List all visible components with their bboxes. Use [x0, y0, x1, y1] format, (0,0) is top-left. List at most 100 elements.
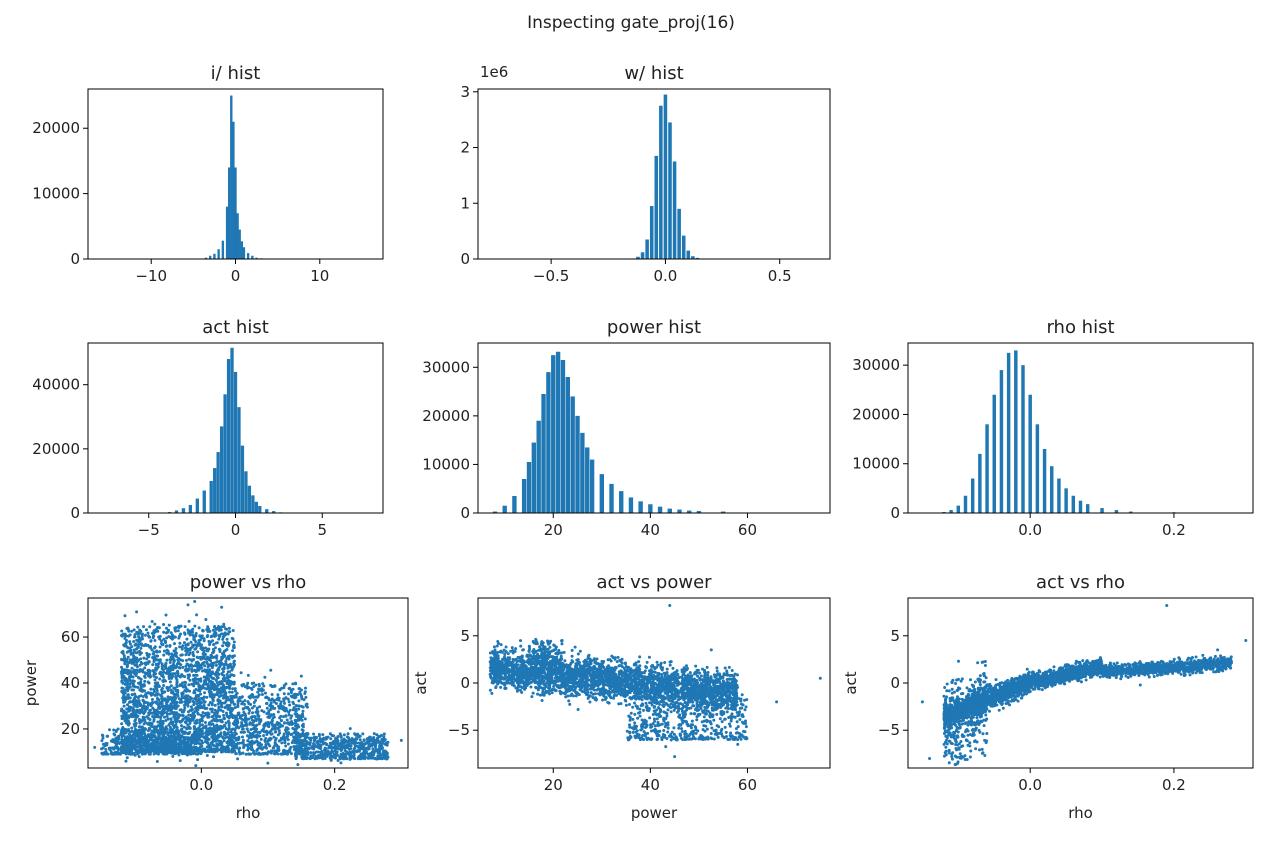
power-vs-rho-point — [144, 737, 148, 741]
power-hist-bar — [512, 496, 517, 513]
w-hist-marks — [631, 94, 700, 259]
power-vs-rho-point — [155, 676, 159, 680]
power-vs-rho-point — [146, 631, 150, 635]
power-vs-rho-point — [139, 629, 143, 633]
power-vs-rho-point — [194, 681, 198, 685]
power-vs-rho-point — [208, 726, 212, 730]
power-vs-rho-point — [240, 727, 244, 731]
power-vs-rho-point — [141, 698, 145, 702]
power-vs-rho-point — [326, 750, 330, 754]
power-hist-bar — [677, 509, 682, 513]
power-vs-rho-point — [165, 685, 169, 689]
power-vs-rho-point — [264, 736, 268, 740]
power-vs-rho-point — [234, 718, 238, 722]
power-vs-rho-point — [194, 752, 198, 756]
power-vs-rho-point — [128, 696, 132, 700]
power-vs-rho-point — [339, 748, 343, 752]
power-vs-rho-point — [191, 650, 195, 654]
power-vs-rho-point — [120, 727, 124, 731]
power-vs-rho-point — [226, 731, 230, 735]
power-vs-rho-point — [309, 751, 313, 755]
act-vs-power-point — [643, 669, 647, 673]
power-vs-rho-point — [175, 730, 179, 734]
act-hist-bar — [195, 498, 199, 513]
power-vs-rho-point — [184, 646, 188, 650]
power-vs-rho-point — [266, 761, 270, 765]
power-vs-rho-point — [178, 675, 182, 679]
power-vs-rho-point — [126, 693, 130, 697]
power-vs-rho-point — [152, 710, 156, 714]
power-vs-rho-point — [370, 737, 374, 741]
power-vs-rho-point — [156, 692, 160, 696]
power-vs-rho-point — [166, 706, 170, 710]
power-vs-rho-point — [187, 653, 191, 657]
power-vs-rho-point — [203, 681, 207, 685]
power-vs-rho-point — [287, 710, 291, 714]
power-vs-rho-point — [188, 736, 192, 740]
power-vs-rho-point — [174, 666, 178, 670]
power-vs-rho-point — [225, 735, 229, 739]
power-vs-rho-point — [181, 681, 185, 685]
power-vs-rho-point — [367, 754, 371, 758]
power-vs-rho-point — [225, 713, 229, 717]
power-vs-rho-point — [185, 749, 189, 753]
power-vs-rho-point — [224, 685, 228, 689]
power-vs-rho-point — [277, 729, 281, 733]
power-vs-rho-point — [377, 734, 381, 738]
power-vs-rho-point — [152, 752, 156, 756]
power-vs-rho-point — [333, 747, 337, 751]
power-vs-rho-point — [120, 674, 124, 678]
power-vs-rho-point — [359, 757, 363, 761]
power-vs-rho-point — [185, 668, 189, 672]
power-vs-rho-point — [136, 751, 140, 755]
power-vs-rho-point — [197, 641, 201, 645]
power-vs-rho-point — [120, 667, 124, 671]
power-vs-rho-point — [107, 746, 111, 750]
power-vs-rho-point — [368, 752, 372, 756]
power-vs-rho-point — [293, 741, 297, 745]
power-vs-rho-point — [339, 761, 343, 765]
power-vs-rho-point — [158, 658, 162, 662]
power-vs-rho-point — [136, 699, 140, 703]
power-vs-rho-point — [139, 743, 143, 747]
power-vs-rho-point — [139, 660, 143, 664]
power-vs-rho-point — [143, 679, 147, 683]
power-vs-rho-point — [132, 671, 136, 675]
power-vs-rho-point — [123, 691, 127, 695]
power-vs-rho-point — [175, 745, 179, 749]
power-vs-rho-point — [137, 755, 141, 759]
power-vs-rho-point — [324, 748, 328, 752]
power-vs-rho-point — [133, 657, 137, 661]
power-vs-rho-point — [142, 625, 146, 629]
power-vs-rho-point — [240, 735, 244, 739]
power-vs-rho-point — [202, 703, 206, 707]
power-vs-rho-point — [195, 705, 199, 709]
power-vs-rho-point — [256, 712, 260, 716]
power-vs-rho-point — [282, 692, 286, 696]
rho-hist-bar — [1028, 394, 1032, 513]
power-vs-rho-point — [290, 719, 294, 723]
rho-hist-xtick-label: 0.2 — [1162, 521, 1186, 539]
power-vs-rho-point — [144, 628, 148, 632]
power-vs-rho-point — [125, 660, 129, 664]
power-vs-rho-point — [208, 656, 212, 660]
power-vs-rho-point — [148, 711, 152, 715]
power-vs-rho-point — [114, 745, 118, 749]
power-vs-rho-point — [319, 740, 323, 744]
i-hist-xtick-label: 10 — [310, 267, 329, 285]
power-vs-rho-point — [290, 722, 294, 726]
power-vs-rho-point — [125, 664, 129, 668]
power-vs-rho-point — [232, 680, 236, 684]
power-vs-rho-point — [252, 695, 256, 699]
power-vs-rho-point — [279, 700, 283, 704]
power-vs-rho-point — [174, 676, 178, 680]
power-vs-rho-point — [239, 730, 243, 734]
power-vs-rho-point — [270, 693, 274, 697]
w-hist-xtick-label: 0.0 — [653, 267, 677, 285]
power-vs-rho-point — [119, 732, 123, 736]
power-vs-rho-point — [309, 736, 313, 740]
power-vs-rho-point — [196, 758, 200, 762]
power-vs-rho-xtick-label: 0.0 — [189, 776, 213, 794]
power-vs-rho-point — [239, 671, 243, 675]
power-vs-rho-point — [263, 723, 267, 727]
